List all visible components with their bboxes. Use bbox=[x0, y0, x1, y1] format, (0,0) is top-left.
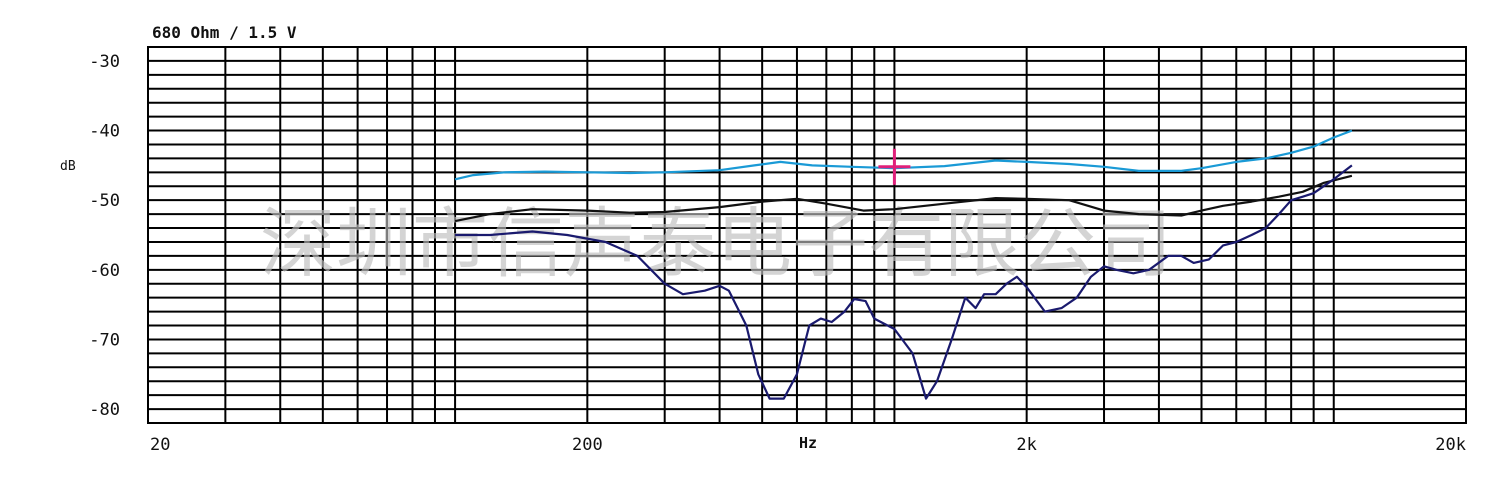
y-tick-labels: -30 -40 -50 -60 -70 -80 bbox=[89, 52, 120, 420]
x-axis-label: Hz bbox=[799, 434, 817, 452]
x-tick-label: 20k bbox=[1435, 435, 1466, 455]
x-tick-label: 20 bbox=[150, 435, 170, 455]
plot-grid bbox=[147, 46, 1467, 424]
y-tick-label: -50 bbox=[89, 191, 120, 211]
y-tick-label: -30 bbox=[89, 52, 120, 72]
y-tick-label: -80 bbox=[89, 400, 120, 420]
cursor-marker bbox=[878, 148, 911, 185]
series-layer bbox=[454, 129, 1353, 400]
y-tick-label: -70 bbox=[89, 330, 120, 350]
y-axis-label: dB bbox=[60, 159, 76, 174]
series-line-3 bbox=[455, 164, 1353, 400]
x-tick-labels: 20 200 2k 20k bbox=[150, 435, 1466, 455]
x-tick-label: 2k bbox=[1016, 435, 1036, 455]
y-tick-label: -40 bbox=[89, 122, 120, 142]
x-tick-label: 200 bbox=[572, 435, 603, 455]
watermark-text: 深圳市信声泰电子有限公司 bbox=[260, 199, 1172, 288]
series-line-1 bbox=[454, 129, 1353, 181]
plot-frame bbox=[147, 46, 1467, 424]
y-tick-label: -60 bbox=[89, 261, 120, 281]
series-line-2 bbox=[454, 174, 1353, 223]
chart-title: 680 Ohm / 1.5 V bbox=[152, 23, 297, 42]
